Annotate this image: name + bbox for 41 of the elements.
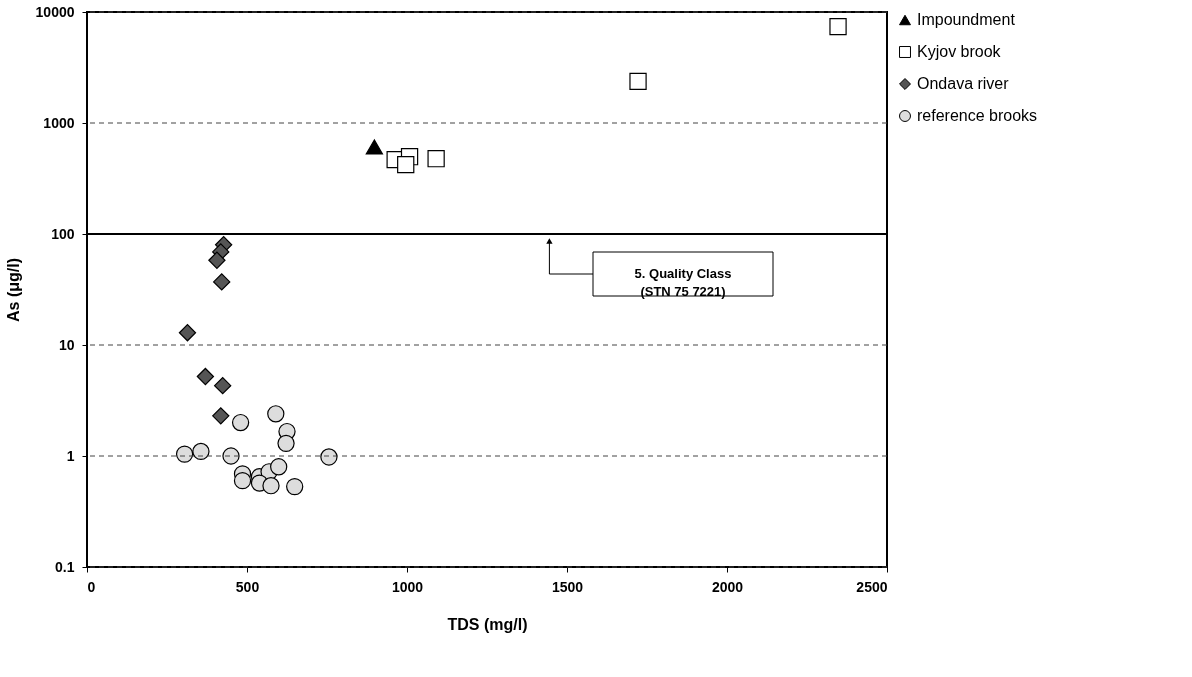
x-tick-label: 1500 <box>551 578 584 595</box>
point <box>629 72 647 91</box>
point <box>320 448 338 466</box>
y-tick-label: 10 <box>58 336 75 353</box>
y-axis-title: As (μg/l) <box>4 257 22 323</box>
point <box>175 445 194 463</box>
ref-line-label: 5. Quality Class (STN 75 7221) <box>634 266 732 299</box>
point <box>267 405 285 423</box>
legend-label: Ondava river <box>917 75 1010 92</box>
x-tick-label: 1000 <box>391 578 424 595</box>
point <box>208 251 226 269</box>
point <box>365 139 384 155</box>
x-tick-label: 0 <box>87 578 96 595</box>
point <box>427 150 445 168</box>
x-axis-title: TDS (mg/l) <box>447 615 528 633</box>
y-tick-label: 1000 <box>43 114 75 131</box>
point <box>231 413 250 432</box>
point <box>214 377 232 395</box>
point <box>178 324 197 342</box>
point <box>277 434 295 452</box>
point <box>286 477 304 496</box>
point <box>212 407 230 425</box>
point <box>196 367 215 386</box>
y-tick-label: 10000 <box>35 3 75 20</box>
x-tick-label: 500 <box>235 578 260 595</box>
point <box>233 471 252 490</box>
point <box>222 447 240 465</box>
y-tick-label: 0.1 <box>55 558 75 575</box>
x-tick-label: 2500 <box>856 578 888 595</box>
point <box>192 442 210 461</box>
legend-label: Impoundment <box>917 11 1016 28</box>
legend-label: reference brooks <box>917 107 1038 124</box>
y-tick-label: 1 <box>66 447 75 464</box>
legend-label: Kyjov brook <box>917 43 1002 60</box>
point <box>397 155 415 174</box>
x-tick-label: 2000 <box>711 578 744 595</box>
y-tick-label: 100 <box>51 225 75 242</box>
point <box>262 477 280 495</box>
point <box>829 17 847 36</box>
point <box>270 458 288 476</box>
point <box>213 273 231 291</box>
